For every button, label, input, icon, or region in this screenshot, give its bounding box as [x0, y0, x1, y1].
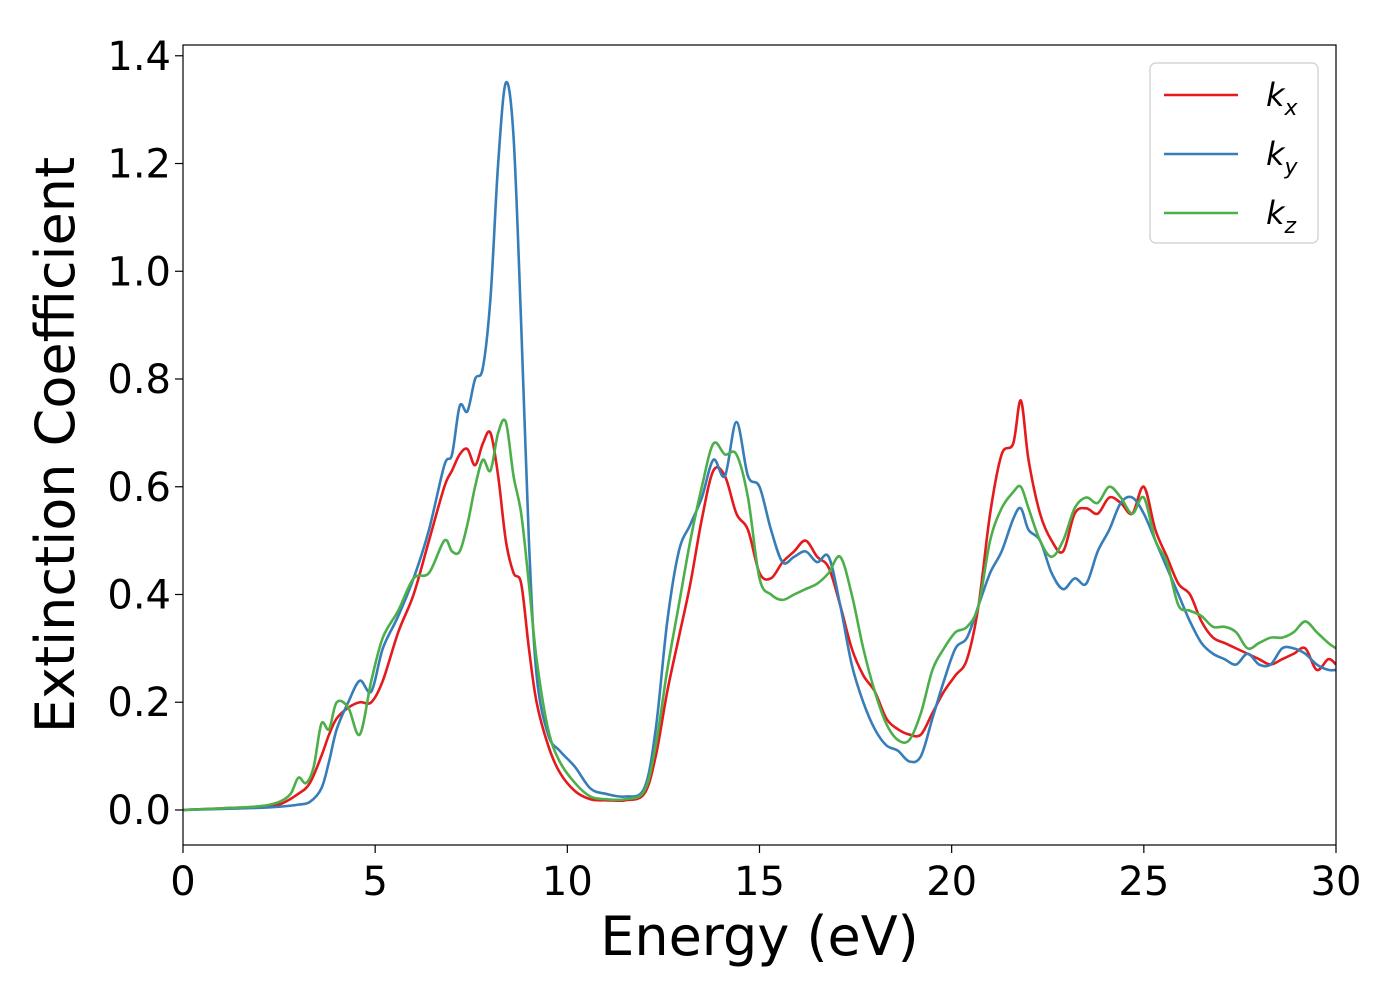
y-tick-label: 1.0 — [107, 249, 171, 295]
x-tick-label: 0 — [170, 859, 195, 905]
x-tick-label: 10 — [542, 859, 593, 905]
series-line-ky — [182, 80, 1337, 812]
y-tick-label: 1.4 — [107, 34, 171, 80]
x-axis-ticks: 0 5 10 15 20 25 30 — [170, 845, 1361, 905]
y-tick-label: 0.2 — [107, 680, 171, 726]
y-tick-label: 1.2 — [107, 142, 171, 188]
x-tick-label: 25 — [1118, 859, 1169, 905]
series-line-kx — [182, 399, 1337, 812]
y-axis-title: Extinction Coefficient — [24, 157, 87, 733]
x-tick-label: 20 — [926, 859, 977, 905]
x-tick-label: 30 — [1311, 859, 1362, 905]
x-tick-label: 15 — [734, 859, 785, 905]
x-axis-title: Energy (eV) — [600, 905, 919, 968]
y-tick-label: 0.0 — [107, 788, 171, 834]
legend-subscript: z — [1284, 214, 1297, 239]
x-tick-label: 5 — [362, 859, 387, 905]
legend-subscript: x — [1284, 96, 1299, 121]
series-line-kz — [182, 418, 1337, 812]
y-tick-label: 0.4 — [107, 572, 171, 618]
y-tick-label: 0.8 — [107, 357, 171, 403]
legend-subscript: y — [1284, 155, 1299, 180]
y-axis-ticks: 0.0 0.2 0.4 0.6 0.8 1.0 1.2 1.4 — [107, 34, 183, 834]
y-tick-label: 0.6 — [107, 465, 171, 511]
series-layer — [182, 80, 1337, 812]
